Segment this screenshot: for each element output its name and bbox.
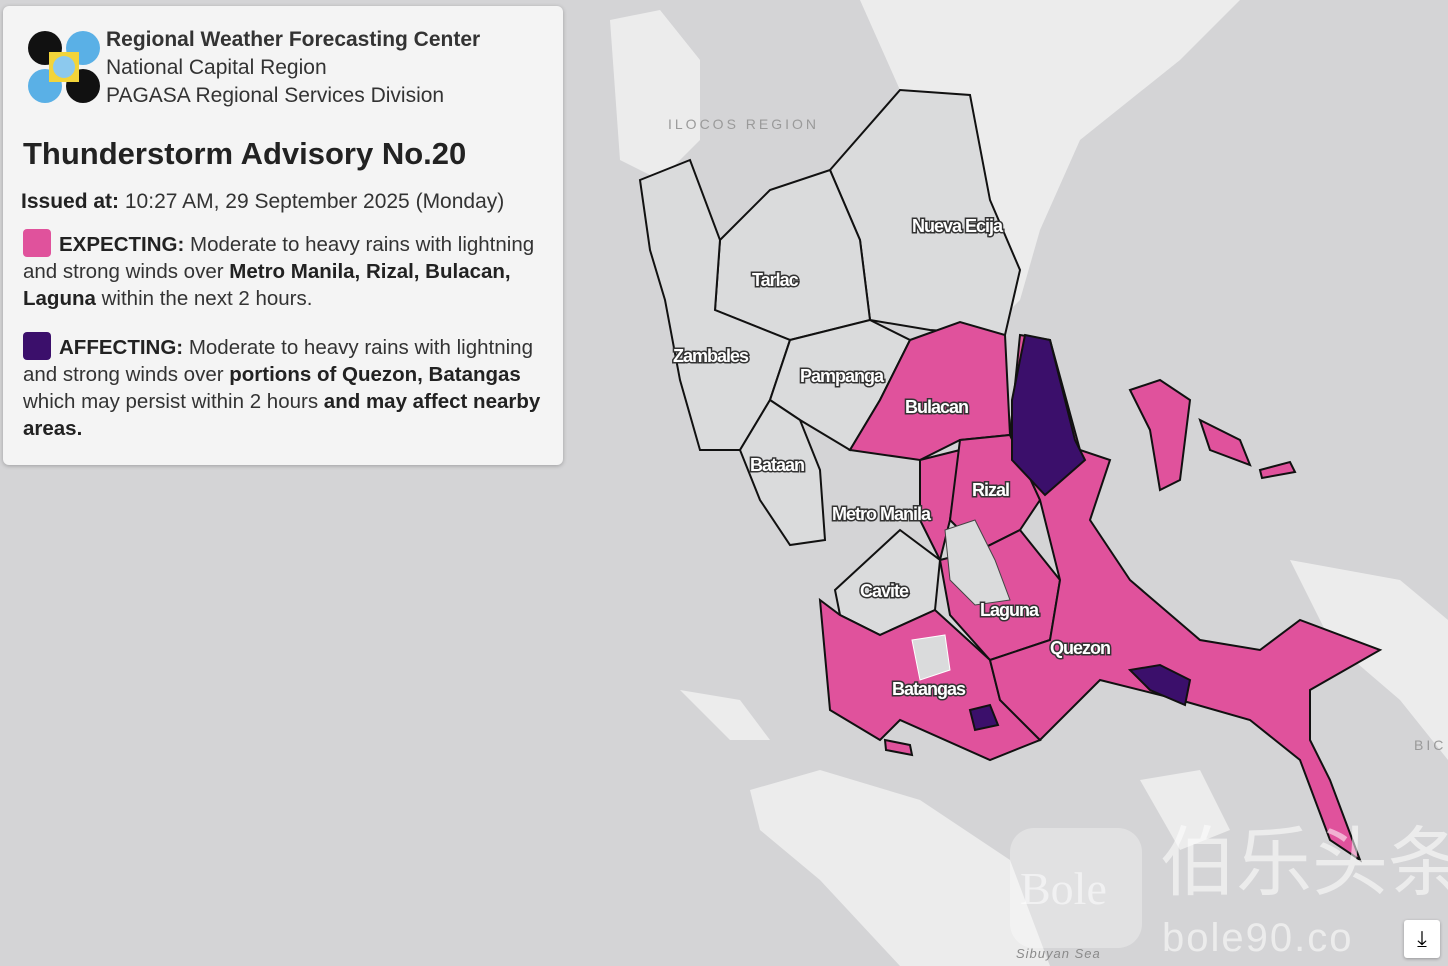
pagasa-logo <box>28 31 100 103</box>
legend-expecting: EXPECTING: Moderate to heavy rains with … <box>23 229 558 312</box>
province-labels: Nueva Ecija Tarlac Zambales Pampanga Bat… <box>672 215 1113 701</box>
watermark-cn: 伯乐头条 <box>1160 821 1448 906</box>
affecting-area-quezon-south[interactable] <box>1127 663 1192 707</box>
advisory-title: Thunderstorm Advisory No.20 <box>23 136 467 171</box>
legend-affecting: AFFECTING: Moderate to heavy rains with … <box>23 332 558 442</box>
watermark-url: bole90.co <box>1162 916 1354 960</box>
label-nueva: Nueva Ecija <box>912 216 1004 236</box>
expecting-areas: Metro Manila, Rizal, Bulacan, Laguna <box>23 260 511 310</box>
label-laguna: Laguna <box>980 600 1040 620</box>
affecting-label: AFFECTING: <box>59 336 184 359</box>
affecting-area-quezon-north[interactable] <box>1011 333 1087 497</box>
advisory-panel: Regional Weather Forecasting Center Nati… <box>3 6 563 465</box>
division-name: PAGASA Regional Services Division <box>106 84 445 107</box>
sea-label: BIC <box>1414 737 1446 753</box>
island-small-east-2[interactable] <box>1258 460 1297 480</box>
affecting-area-batangas[interactable] <box>968 703 1000 732</box>
province-bataan[interactable] <box>738 398 827 547</box>
taal-lake <box>911 634 951 681</box>
label-bataan: Bataan <box>750 455 804 475</box>
expecting-text-2: within the next 2 hours. <box>101 287 313 310</box>
label-bulacan: Bulacan <box>905 397 968 417</box>
label-rizal: Rizal <box>972 480 1009 500</box>
province-metro-manila[interactable] <box>919 448 962 563</box>
affecting-text: Moderate to heavy rains with lightning a… <box>23 336 533 386</box>
label-quezon: Quezon <box>1050 638 1110 658</box>
label-zambales: Zambales <box>673 346 749 366</box>
watermark-logo: Bole <box>1020 863 1107 914</box>
download-button[interactable]: ⤓ <box>1404 920 1440 958</box>
expecting-text: Moderate to heavy rains with lightning a… <box>23 233 535 283</box>
background-land <box>610 0 1448 966</box>
sea-label: ILOCOS REGION <box>668 116 819 132</box>
island-small-east[interactable] <box>1198 418 1252 467</box>
affecting-text-3: and may affect nearby areas. <box>23 390 541 440</box>
island-polillo[interactable] <box>1128 378 1192 492</box>
label-cavite: Cavite <box>860 581 909 601</box>
label-tarlac: Tarlac <box>752 270 799 290</box>
affecting-swatch <box>23 332 51 360</box>
label-batangas: Batangas <box>892 679 966 699</box>
label-metro-manila: Metro Manila <box>832 504 932 524</box>
laguna-lake <box>944 519 1011 606</box>
affecting-areas: portions of Quezon, Batangas <box>229 363 521 386</box>
region-name: National Capital Region <box>106 56 327 79</box>
affecting-text-2: which may persist within 2 hours <box>23 390 319 413</box>
expecting-label: EXPECTING: <box>59 233 185 256</box>
expecting-swatch <box>23 229 51 257</box>
download-icon: ⤓ <box>1417 926 1427 951</box>
org-name: Regional Weather Forecasting Center <box>106 28 481 51</box>
issued-at: Issued at: 10:27 AM, 29 September 2025 (… <box>21 190 504 214</box>
province-quezon[interactable] <box>988 333 1383 863</box>
issued-label: Issued at: <box>21 190 120 213</box>
island-small-south[interactable] <box>883 738 914 757</box>
sea-label: Sibuyan Sea <box>1016 946 1101 961</box>
issued-value: 10:27 AM, 29 September 2025 (Monday) <box>124 190 505 213</box>
label-pampanga: Pampanga <box>800 366 885 386</box>
